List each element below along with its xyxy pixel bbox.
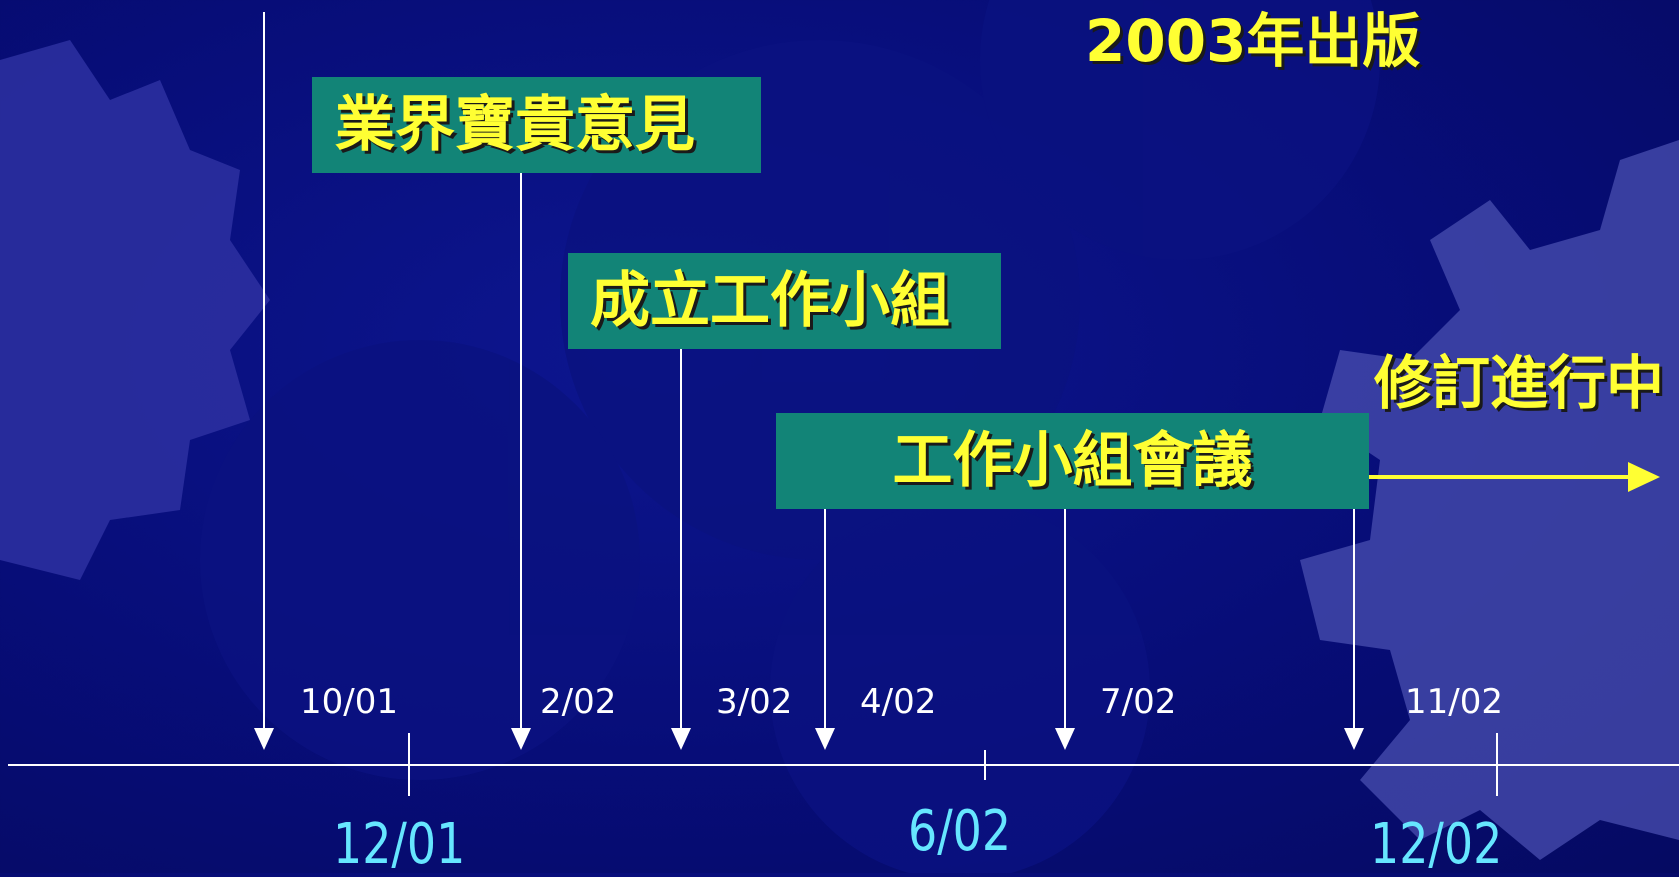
axis-date-12-02: 12/02 [1370, 812, 1503, 877]
ongoing-arrowhead [1628, 462, 1660, 492]
arrowhead-11-02 [1344, 728, 1364, 750]
arrowhead-10-01 [254, 728, 274, 750]
date-label-11-02: 11/02 [1405, 682, 1503, 722]
published-2003-label: 2003年出版 [1085, 7, 1421, 75]
date-label-2-02: 2/02 [540, 682, 617, 722]
box-form-working-group: 成立工作小組 [568, 253, 1001, 349]
arrowhead-2-02 [511, 728, 531, 750]
date-label-10-01: 10/01 [300, 682, 398, 722]
date-label-3-02: 3/02 [716, 682, 793, 722]
box-industry-feedback: 業界寶貴意見 [312, 77, 761, 173]
date-label-7-02: 7/02 [1100, 682, 1177, 722]
arrowhead-4-02 [815, 728, 835, 750]
date-label-4-02: 4/02 [860, 682, 937, 722]
arrowhead-3-02 [671, 728, 691, 750]
axis-date-12-01: 12/01 [333, 812, 466, 877]
revision-ongoing-label: 修訂進行中 [1374, 349, 1665, 417]
arrowhead-7-02 [1055, 728, 1075, 750]
box-working-group-meetings: 工作小組會議 [776, 413, 1369, 509]
axis-date-6-02: 6/02 [908, 799, 1012, 864]
